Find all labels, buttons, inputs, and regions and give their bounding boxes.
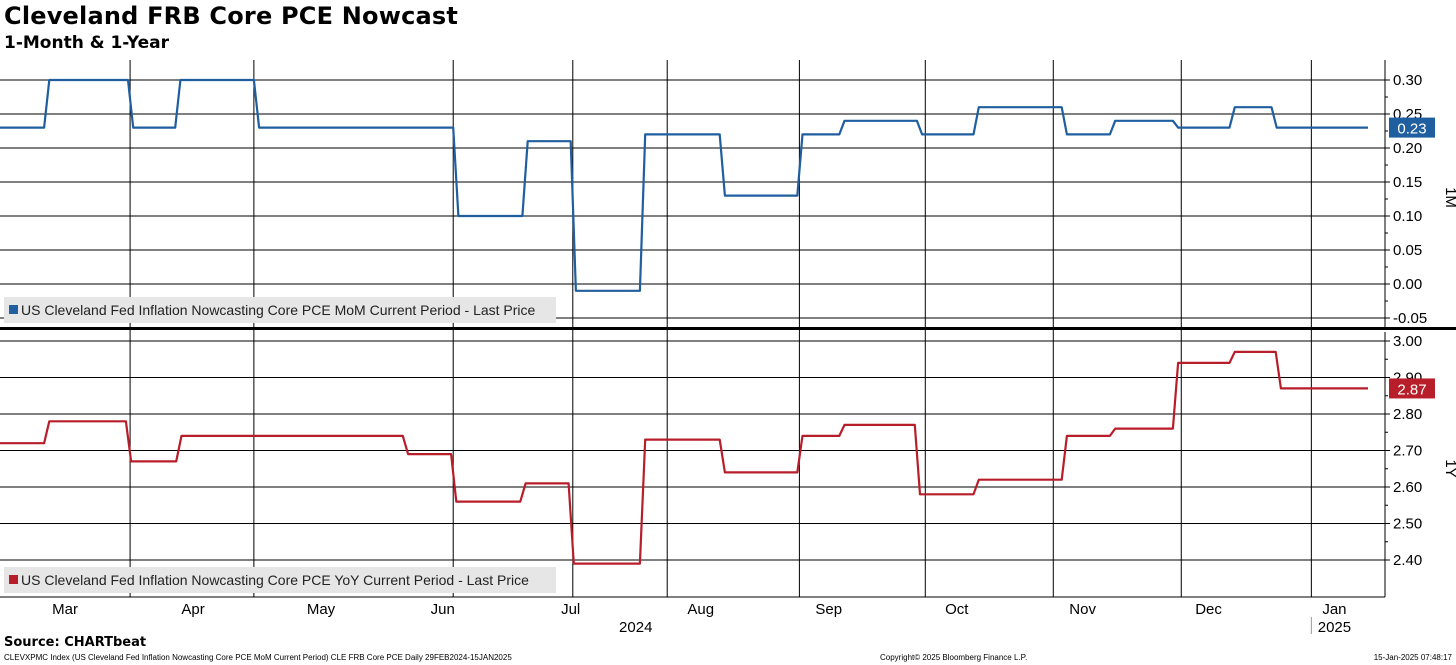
y-tick-label: 2.70	[1393, 443, 1422, 460]
x-tick-label: Aug	[687, 601, 714, 618]
legend-label: US Cleveland Fed Inflation Nowcasting Co…	[21, 302, 536, 318]
last-value-tag	[1389, 378, 1435, 399]
x-year-label: 2024	[619, 619, 652, 636]
legend-box	[4, 297, 556, 323]
series-line	[0, 78, 1368, 292]
timestamp: 15-Jan-2025 07:48:17	[1373, 653, 1452, 662]
last-value-label: 0.23	[1397, 121, 1426, 138]
chart-title: Cleveland FRB Core PCE Nowcast	[4, 2, 459, 30]
last-value-tag	[1389, 117, 1435, 138]
chart-subtitle: 1-Month & 1-Year	[4, 33, 169, 53]
series-line	[0, 350, 1368, 565]
y-tick-label: 0.10	[1393, 208, 1422, 225]
legend-box	[4, 567, 556, 593]
y-tick-label: 0.30	[1393, 72, 1422, 89]
y-tick-label: 0.00	[1393, 276, 1422, 293]
y-tick-label: 0.15	[1393, 174, 1422, 191]
y-tick-label: 2.50	[1393, 516, 1422, 533]
x-tick-label: Nov	[1069, 601, 1096, 618]
panel-label: 1M	[1442, 187, 1456, 208]
x-tick-label: Jul	[561, 601, 580, 618]
x-tick-label: Sep	[815, 601, 842, 618]
y-tick-label: 0.05	[1393, 242, 1422, 259]
x-tick-label: Mar	[52, 601, 78, 618]
panel-label: 1Y	[1442, 459, 1456, 477]
x-tick-label: Dec	[1195, 601, 1222, 618]
source-label: Source: CHARTbeat	[4, 635, 147, 650]
x-year-label: 2025	[1318, 619, 1351, 636]
index-info: CLEVXPMC Index (US Cleveland Fed Inflati…	[4, 653, 512, 662]
y-tick-label: 2.80	[1393, 406, 1422, 423]
legend-swatch	[9, 305, 18, 314]
copyright: Copyright© 2025 Bloomberg Finance L.P.	[880, 653, 1028, 662]
y-tick-label: -0.05	[1393, 310, 1427, 327]
last-value-label: 2.87	[1397, 381, 1426, 398]
legend-label: US Cleveland Fed Inflation Nowcasting Co…	[21, 572, 529, 588]
y-tick-label: 2.60	[1393, 479, 1422, 496]
y-tick-label: 2.40	[1393, 552, 1422, 569]
y-tick-label: 0.20	[1393, 140, 1422, 157]
x-tick-label: Apr	[181, 601, 204, 618]
legend-swatch	[9, 575, 18, 584]
x-tick-label: Jun	[431, 601, 455, 618]
x-tick-label: Oct	[945, 601, 969, 618]
x-tick-label: May	[307, 601, 336, 618]
x-tick-label: Jan	[1322, 601, 1346, 618]
y-tick-label: 3.00	[1393, 333, 1422, 350]
